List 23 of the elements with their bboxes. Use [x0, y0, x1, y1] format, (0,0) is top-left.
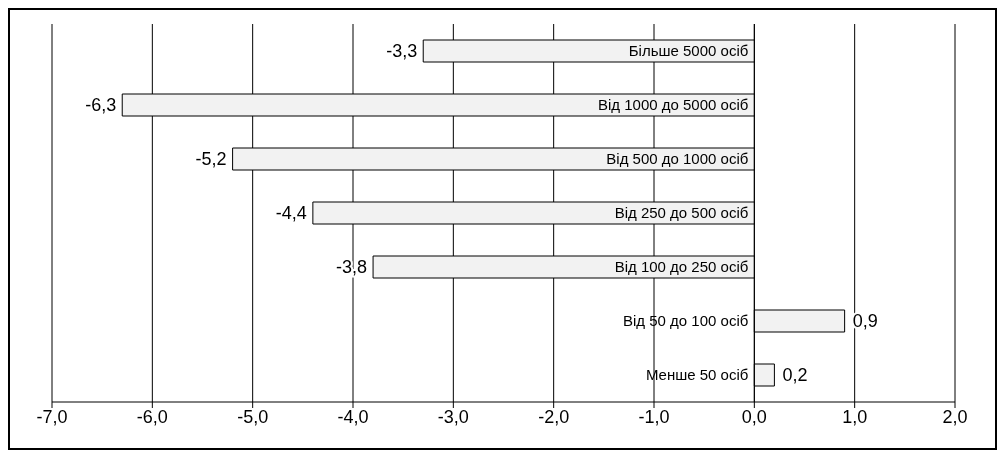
y-tick-label: Більше 5000 осіб	[628, 42, 749, 60]
x-tick-label: -4,0	[337, 406, 369, 427]
x-tick-label: -1,0	[638, 406, 670, 427]
x-tick-label: 2,0	[942, 406, 968, 427]
y-tick-label: Від 500 до 1000 осіб	[606, 150, 749, 168]
y-tick-label: Від 50 до 100 осіб	[622, 312, 749, 330]
x-tick-label: -6,0	[136, 406, 168, 427]
x-tick-label: 1,0	[842, 406, 868, 427]
x-tick-label: -7,0	[36, 406, 68, 427]
data-label: -6,3	[85, 95, 117, 116]
x-tick-label: -2,0	[538, 406, 570, 427]
data-label: 0,2	[782, 365, 808, 386]
x-tick-label: 0,0	[741, 406, 767, 427]
data-label: -3,3	[386, 41, 418, 62]
y-tick-label: Від 1000 до 5000 осіб	[597, 96, 749, 114]
y-tick-label: Менше 50 осіб	[645, 366, 749, 384]
y-tick-label: Від 250 до 500 осіб	[614, 204, 749, 222]
data-label: -5,2	[195, 149, 227, 170]
x-tick-label: -5,0	[237, 406, 269, 427]
x-tick-label: -3,0	[437, 406, 469, 427]
y-tick-label: Від 100 до 250 осіб	[614, 258, 749, 276]
data-label: -4,4	[275, 203, 307, 224]
data-label: -3,8	[336, 257, 368, 278]
